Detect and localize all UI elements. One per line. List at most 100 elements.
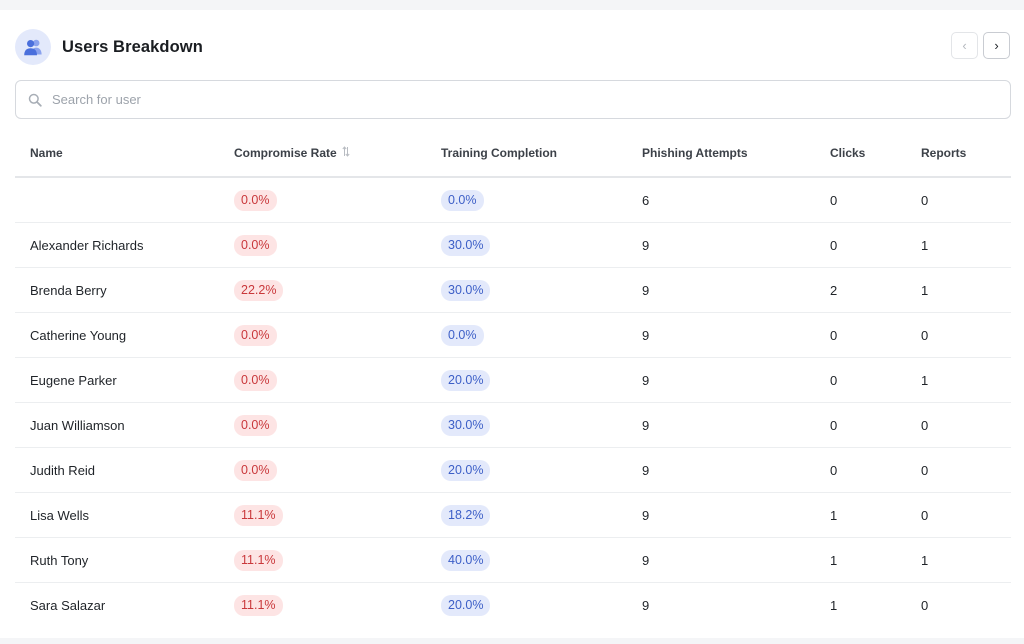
training-completion-badge: 18.2% [441,504,491,526]
table-row[interactable]: Sara Salazar 11.1% 20.0% 9 1 0 [15,583,1011,628]
training-completion-cell: 18.2% [441,492,642,538]
compromise-rate-cell: 11.1% [234,583,441,628]
table-row[interactable]: Alexander Richards 0.0% 30.0% 9 0 1 [15,222,1011,268]
search-icon [28,93,42,107]
column-header-phishing-attempts[interactable]: Phishing Attempts [642,130,830,178]
table-row[interactable]: Juan Williamson 0.0% 30.0% 9 0 0 [15,402,1011,448]
table-row[interactable]: Ruth Tony 11.1% 40.0% 9 1 1 [15,537,1011,583]
table-row[interactable]: Eugene Parker 0.0% 20.0% 9 0 1 [15,357,1011,403]
table-row[interactable]: Brenda Berry 22.2% 30.0% 9 2 1 [15,267,1011,313]
next-page-button[interactable]: › [983,32,1010,59]
users-icon [15,29,51,65]
pagination: ‹ › [951,32,1010,59]
user-name-cell: Catherine Young [15,312,234,358]
compromise-rate-badge: 0.0% [234,414,277,436]
compromise-rate-badge: 22.2% [234,279,284,301]
user-name-cell: Eugene Parker [15,357,234,403]
compromise-rate-cell: 0.0% [234,222,441,268]
user-name-cell: Lisa Wells [15,492,234,538]
column-header-reports[interactable]: Reports [921,130,1011,178]
phishing-attempts-cell: 9 [642,447,830,493]
previous-page-button[interactable]: ‹ [951,32,978,59]
clicks-cell: 0 [830,177,921,223]
compromise-rate-badge: 11.1% [234,549,283,571]
training-completion-badge: 20.0% [441,459,491,481]
compromise-rate-cell: 11.1% [234,492,441,538]
users-table: Name Compromise Rate Training Completion… [15,130,1011,627]
compromise-rate-badge: 0.0% [234,234,277,256]
search-input[interactable] [50,91,954,108]
clicks-cell: 1 [830,537,921,583]
training-completion-badge: 30.0% [441,234,491,256]
training-completion-badge: 0.0% [441,324,484,346]
training-completion-cell: 30.0% [441,402,642,448]
reports-cell: 0 [921,402,1011,448]
search-box [15,80,1011,119]
table-row[interactable]: Judith Reid 0.0% 20.0% 9 0 0 [15,447,1011,493]
user-name-cell: Sara Salazar [30,597,106,613]
compromise-rate-cell: 11.1% [234,537,441,583]
column-header-compromise-rate[interactable]: Compromise Rate [234,130,441,178]
card-header: Users Breakdown [15,28,203,66]
table-body: 0.0% 0.0% 6 0 0 Alexander Richards 0.0% 30.0% 9 0… [15,177,1011,627]
phishing-attempts-cell: 9 [642,597,650,613]
page-title: Users Breakdown [62,37,203,56]
user-name-cell: Ruth Tony [15,537,234,583]
reports-cell: 1 [921,267,1011,313]
table-row[interactable]: 0.0% 0.0% 6 0 0 [15,177,1011,223]
table-row[interactable]: Lisa Wells 11.1% 18.2% 9 1 0 [15,492,1011,538]
compromise-rate-badge: 0.0% [234,459,277,481]
phishing-attempts-cell: 9 [642,312,830,358]
clicks-cell: 0 [830,402,921,448]
sort-icon[interactable] [342,146,350,160]
compromise-rate-badge: 11.1% [234,594,283,616]
compromise-rate-cell: 0.0% [234,177,441,223]
column-header-training-completion[interactable]: Training Completion [441,130,642,178]
user-name-cell: Juan Williamson [15,402,234,448]
phishing-attempts-cell: 9 [642,267,830,313]
clicks-cell: 1 [830,492,921,538]
clicks-cell: 0 [830,447,921,493]
training-completion-badge: 20.0% [441,369,491,391]
training-completion-cell: 40.0% [441,537,642,583]
compromise-rate-badge: 0.0% [234,189,277,211]
training-completion-cell: 0.0% [441,177,642,223]
training-completion-badge: 20.0% [441,594,491,616]
user-name-cell: Judith Reid [15,447,234,493]
table-header-row: Name Compromise Rate Training Completion… [15,130,1011,178]
clicks-cell: 0 [830,357,921,403]
compromise-rate-badge: 11.1% [234,504,283,526]
phishing-attempts-cell: 9 [642,222,830,268]
column-header-clicks[interactable]: Clicks [830,130,921,178]
compromise-rate-cell: 0.0% [234,312,441,358]
training-completion-cell: 30.0% [441,222,642,268]
training-completion-badge: 30.0% [441,414,491,436]
compromise-rate-cell: 22.2% [234,267,441,313]
reports-cell: 1 [921,222,1011,268]
reports-cell: 0 [921,177,1011,223]
reports-cell: 0 [921,492,1011,538]
user-name-cell: Brenda Berry [15,267,234,313]
training-completion-badge: 0.0% [441,189,484,211]
training-completion-cell: 20.0% [441,447,642,493]
clicks-cell: 0 [830,312,921,358]
phishing-attempts-cell: 9 [642,492,830,538]
table-row[interactable]: Catherine Young 0.0% 0.0% 9 0 0 [15,312,1011,358]
clicks-cell: 0 [830,222,921,268]
training-completion-cell: 0.0% [441,312,642,358]
reports-cell: 0 [921,447,1011,493]
users-breakdown-card: Users Breakdown ‹ › Name Compromise Rate… [0,10,1024,638]
phishing-attempts-cell: 9 [642,537,830,583]
column-header-label: Compromise Rate [234,145,337,160]
reports-cell: 1 [921,537,1011,583]
compromise-rate-badge: 0.0% [234,324,277,346]
compromise-rate-cell: 0.0% [234,357,441,403]
compromise-rate-cell: 0.0% [234,402,441,448]
phishing-attempts-cell: 9 [642,357,830,403]
phishing-attempts-cell: 6 [642,177,830,223]
reports-cell: 0 [921,312,1011,358]
training-completion-cell: 20.0% [441,357,642,403]
clicks-cell: 1 [830,597,838,613]
column-header-name[interactable]: Name [15,130,234,178]
reports-cell: 0 [921,597,929,613]
